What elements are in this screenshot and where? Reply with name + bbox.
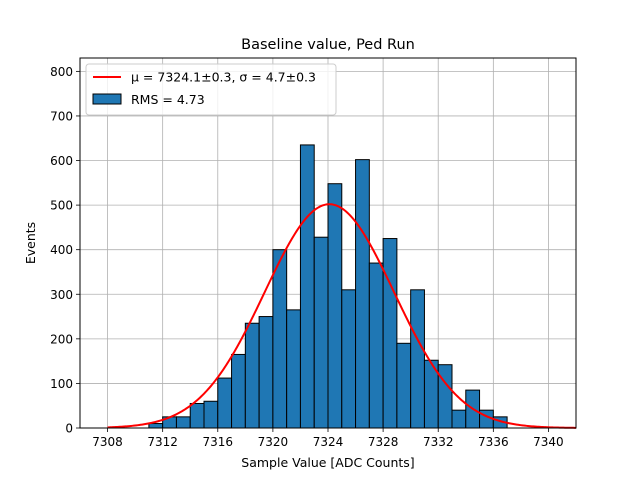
y-tick-label: 600 — [50, 154, 73, 168]
histogram-bar — [148, 423, 164, 429]
histogram-bar — [396, 342, 412, 429]
histogram-bar — [258, 316, 274, 429]
y-tick-label: 100 — [50, 377, 73, 391]
legend-box — [85, 63, 337, 116]
x-tick-label: 7332 — [423, 435, 454, 449]
legend-histogram-swatch — [92, 93, 122, 105]
legend: μ = 7324.1±0.3, σ = 4.7±0.3 RMS = 4.73 — [85, 63, 337, 116]
fit-curve-layer — [107, 203, 577, 429]
histogram-bars — [148, 144, 508, 429]
x-tick-label: 7320 — [258, 435, 289, 449]
x-tick-label: 7336 — [478, 435, 509, 449]
y-tick-label: 0 — [65, 422, 73, 436]
y-tick-label: 500 — [50, 199, 73, 213]
x-axis: 7308 7312 7316 7320 7324 7328 7332 7336 7340 — [92, 428, 564, 449]
histogram-bar — [231, 353, 246, 429]
histogram-bar — [313, 236, 329, 429]
histogram-bar — [368, 262, 384, 429]
histogram-bar — [217, 377, 233, 429]
y-tick-label: 300 — [50, 288, 73, 302]
legend-fit-label: μ = 7324.1±0.3, σ = 4.7±0.3 — [131, 70, 316, 85]
x-tick-label: 7308 — [92, 435, 123, 449]
y-axis-label: Events — [23, 222, 38, 264]
x-tick-label: 7316 — [203, 435, 234, 449]
y-tick-label: 800 — [50, 65, 73, 79]
histogram-bar — [382, 238, 398, 429]
chart-title: Baseline value, Ped Run — [241, 37, 415, 53]
y-axis: 0 100 200 300 400 500 600 700 800 — [50, 65, 80, 436]
histogram-bar — [272, 249, 288, 429]
gaussian-fit-curve — [107, 203, 577, 429]
histogram-bar — [327, 183, 343, 429]
histogram-bar — [299, 144, 315, 429]
histogram-bar — [203, 400, 219, 429]
x-tick-label: 7324 — [313, 435, 344, 449]
histogram-bar — [355, 159, 370, 429]
histogram-bar — [410, 289, 425, 429]
x-tick-label: 7312 — [147, 435, 178, 449]
histogram-bar — [437, 364, 453, 429]
histogram-bar — [341, 289, 357, 429]
y-tick-label: 400 — [50, 243, 73, 257]
y-tick-label: 700 — [50, 109, 73, 123]
histogram-bar — [189, 402, 205, 429]
histogram-bar — [286, 309, 301, 429]
histogram-bar — [175, 416, 191, 429]
legend-histogram-label: RMS = 4.73 — [131, 92, 205, 107]
histogram-bar — [244, 322, 260, 429]
x-axis-label: Sample Value [ADC Counts] — [241, 455, 414, 470]
histogram-bar — [451, 409, 467, 429]
x-tick-label: 7340 — [533, 435, 564, 449]
x-tick-label: 7328 — [368, 435, 399, 449]
y-tick-label: 200 — [50, 332, 73, 346]
